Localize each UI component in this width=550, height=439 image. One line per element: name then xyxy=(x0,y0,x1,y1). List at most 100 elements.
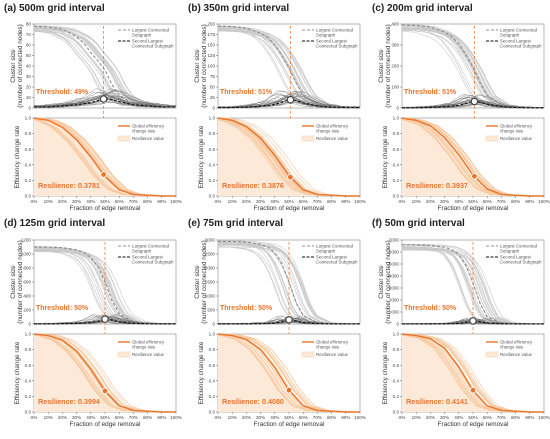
threshold-label: Threshold: 50% xyxy=(220,305,273,312)
series-second-line xyxy=(34,318,176,325)
y-tick-label: 1.0 xyxy=(209,116,216,121)
x-axis-label: Fraction of edge removal xyxy=(254,421,325,428)
x-axis-label: Fraction of edge removal xyxy=(70,205,141,212)
chart-panel: (e) 75m grid interval 0 500 1000 1500 2000 250… xyxy=(188,218,366,428)
efficiency-marker xyxy=(471,173,478,180)
threshold-marker xyxy=(101,315,109,323)
x-tick-label: 20% xyxy=(242,199,251,204)
threshold-label: Threshold: 51% xyxy=(220,89,273,96)
y-axis-label-line: Cluster size xyxy=(10,265,17,299)
x-tick-label: 80% xyxy=(143,199,152,204)
y-tick-label: 0.0 xyxy=(25,410,32,415)
y-axis-label-line: Efficiency change rate xyxy=(14,125,21,188)
y-tick-label: 0.8 xyxy=(209,347,216,352)
y-tick-label: 0.0 xyxy=(393,410,400,415)
legend-swatch-resilience xyxy=(301,351,315,358)
panel-title: (e) 75m grid interval xyxy=(188,218,283,229)
legend-resilience-text: Resilience value xyxy=(316,352,349,357)
y-axis-label: Efficiency change rate xyxy=(14,125,21,188)
legend-largest-text: Largest Connected xyxy=(500,244,538,249)
y-tick-label: 1200 xyxy=(21,238,32,243)
y-tick-label: 0.4 xyxy=(393,162,400,167)
x-tick-label: 20% xyxy=(426,415,435,420)
y-tick-label: 40 xyxy=(26,64,32,69)
y-axis-label-line: Efficiency change rate xyxy=(382,341,389,404)
y-tick-label: 1.0 xyxy=(209,332,216,337)
y-tick-label: 3000 xyxy=(389,286,400,291)
y-tick-label: 0.4 xyxy=(25,378,32,383)
efficiency-marker xyxy=(100,171,107,178)
y-tick-label: 1.0 xyxy=(393,332,400,337)
y-axis-label: Cluster size (number of connected nodes) xyxy=(378,24,392,107)
y-tick-label: 7000 xyxy=(389,238,400,243)
x-tick-label: 20% xyxy=(242,415,251,420)
chart-panel: (c) 200m grid interval0100200300400Clust… xyxy=(372,3,550,212)
x-tick-label: 70% xyxy=(129,415,138,420)
chart-panel: (d) 125m grid interval 0 200 400 600 800 1000 1… xyxy=(4,218,182,428)
y-axis-label-line: (number of connected nodes) xyxy=(201,240,208,323)
legend-largest-text: Largest Connected xyxy=(132,244,170,249)
resilience-area xyxy=(218,118,360,196)
efficiency-marker xyxy=(469,386,477,394)
x-tick-label: 90% xyxy=(157,199,166,204)
y-axis-label-line: (number of connected nodes) xyxy=(385,24,392,107)
y-tick-label: 0 xyxy=(396,322,399,327)
legend-efficiency-text: Global efficiency xyxy=(132,124,165,129)
x-tick-label: 0% xyxy=(31,199,38,204)
legend-efficiency-text: Global efficiency xyxy=(316,340,349,345)
legend-largest-text: Subgraph xyxy=(316,249,336,254)
x-tick-label: 0% xyxy=(215,199,222,204)
x-tick-label: 70% xyxy=(497,199,506,204)
y-tick-label: 0.6 xyxy=(393,147,400,152)
ensemble-curve-second xyxy=(33,94,177,108)
resilience-area xyxy=(34,118,176,196)
legend-swatch-resilience xyxy=(117,135,131,142)
y-tick-label: 0.2 xyxy=(25,178,32,183)
x-tick-label: 60% xyxy=(299,415,308,420)
x-tick-label: 100% xyxy=(538,199,550,204)
y-tick-label: 5000 xyxy=(389,262,400,267)
x-tick-label: 90% xyxy=(341,199,350,204)
x-tick-label: 60% xyxy=(299,199,308,204)
threshold-marker xyxy=(285,315,293,324)
chart-panel: (f) 50m grid interval 0 1000 2000 3000 4000 50… xyxy=(372,218,550,428)
x-tick-label: 30% xyxy=(72,199,81,204)
y-tick-label: 0 xyxy=(212,106,215,111)
x-tick-label: 80% xyxy=(327,415,336,420)
legend-second-text: Second Largest xyxy=(316,39,348,44)
y-tick-label: 0.0 xyxy=(25,194,32,199)
x-tick-label: 40% xyxy=(454,199,463,204)
x-tick-label: 30% xyxy=(256,415,265,420)
y-tick-label: 6000 xyxy=(389,250,400,255)
x-axis-label: Fraction of edge removal xyxy=(254,205,325,212)
y-tick-label: 1500 xyxy=(205,280,216,285)
y-tick-label: 400 xyxy=(391,22,399,27)
legend-largest-text: Subgraph xyxy=(500,249,520,254)
y-tick-label: 3000 xyxy=(205,238,216,243)
y-axis-label-line: Cluster size xyxy=(194,49,201,83)
y-tick-label: 1000 xyxy=(205,294,216,299)
y-tick-label: 0.6 xyxy=(25,363,32,368)
legend-second-text: Connected Subgraph xyxy=(500,260,542,265)
y-axis-label: Efficiency change rate xyxy=(198,341,205,404)
threshold-label: Threshold: 51% xyxy=(404,89,457,96)
y-tick-label: 0.8 xyxy=(25,347,32,352)
y-tick-label: 2500 xyxy=(205,252,216,257)
y-tick-label: 60 xyxy=(26,43,32,48)
x-tick-label: 50% xyxy=(100,415,109,420)
legend-second-text: Connected Subgraph xyxy=(500,44,542,49)
chart-panel: (b) 350m grid interval 0 25 50 75 100 125 150 17… xyxy=(188,3,366,212)
series-second-line xyxy=(34,97,176,108)
x-tick-label: 50% xyxy=(100,199,109,204)
y-axis-label-line: (number of connected nodes) xyxy=(17,240,24,323)
x-tick-label: 40% xyxy=(86,199,95,204)
y-tick-label: 0 xyxy=(28,106,31,111)
y-axis-label-line: Efficiency change rate xyxy=(14,341,21,404)
x-tick-label: 50% xyxy=(284,199,293,204)
y-tick-label: 500 xyxy=(207,308,215,313)
y-axis-label: Efficiency change rate xyxy=(198,125,205,188)
legend-efficiency-text: change rate xyxy=(316,129,340,134)
x-tick-label: 40% xyxy=(270,199,279,204)
legend-largest-text: Subgraph xyxy=(132,249,152,254)
legend-second-text: Second Largest xyxy=(132,39,164,44)
